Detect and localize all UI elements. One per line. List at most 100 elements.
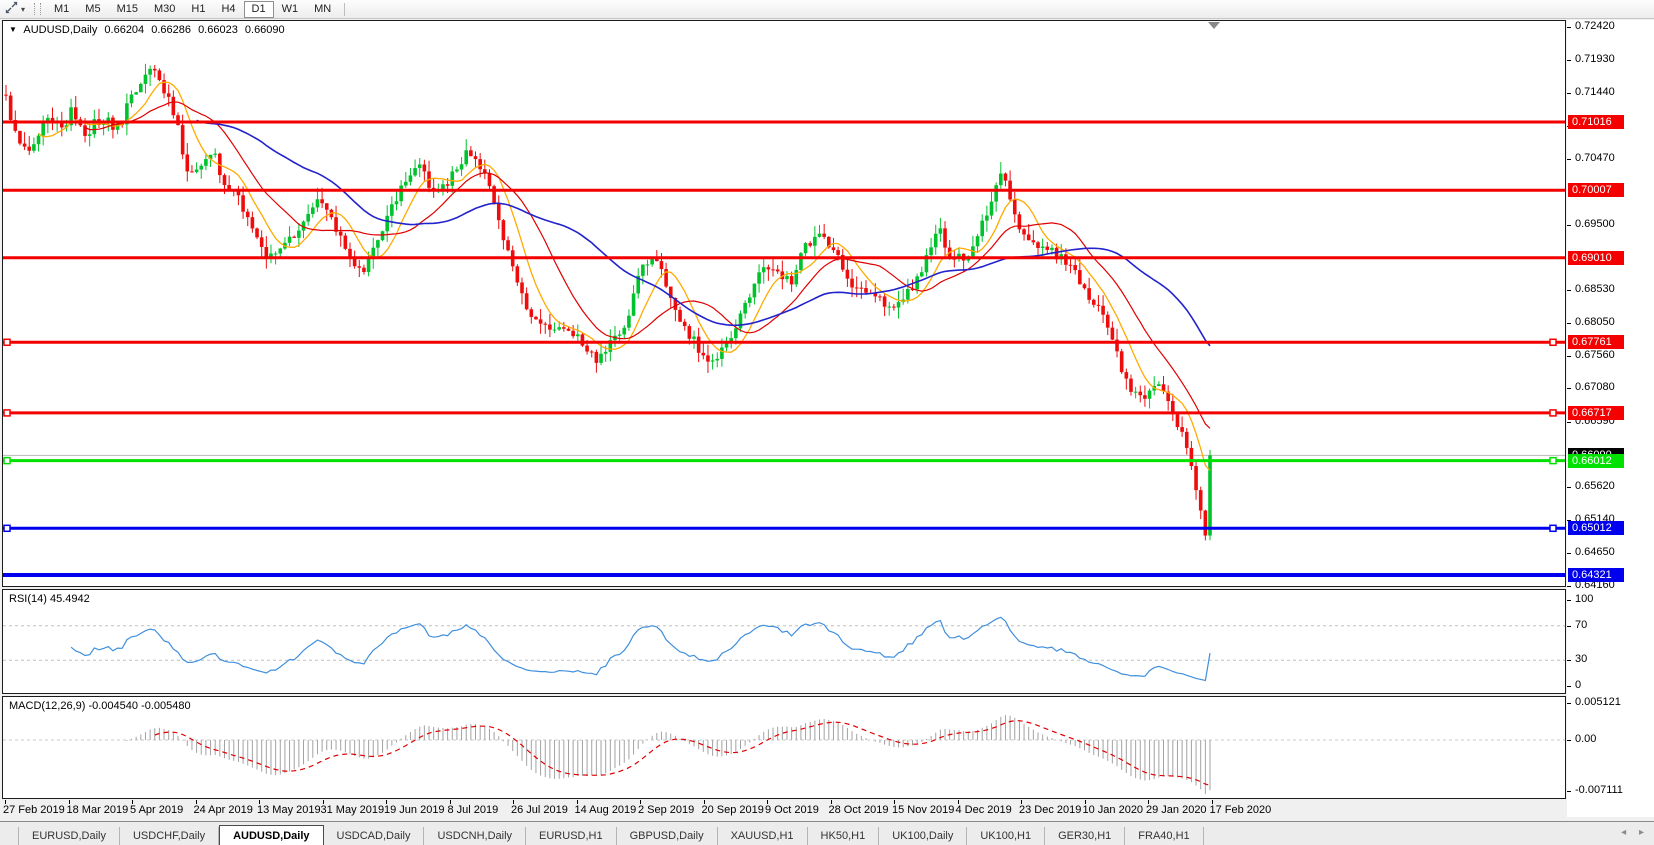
chart-tab-usdcad-daily[interactable]: USDCAD,Daily — [324, 827, 425, 845]
axis-tick-mark — [1567, 600, 1571, 601]
chart-tab-ger30-h1[interactable]: GER30,H1 — [1045, 827, 1126, 845]
line-price-label: 0.70007 — [1568, 183, 1624, 198]
time-tick-label: 4 Dec 2019 — [955, 804, 1012, 816]
time-tick-label: 24 Apr 2019 — [193, 804, 253, 816]
time-tick-mark — [767, 800, 768, 804]
time-tick-mark — [1211, 800, 1213, 804]
time-tick-label: 26 Jul 2019 — [511, 804, 568, 816]
axis-tick-mark — [1567, 487, 1571, 489]
axis-tick-mark — [1567, 27, 1571, 28]
price-tick-label: 0.70470 — [1575, 151, 1615, 164]
price-tick-label: 0.67080 — [1575, 381, 1615, 394]
time-tick-label: 13 May 2019 — [257, 804, 321, 816]
chart-tab-usdcnh-daily[interactable]: USDCNH,Daily — [424, 827, 527, 845]
price-tick-label: 0.71930 — [1575, 53, 1615, 66]
ma-slow-line — [196, 119, 1211, 347]
line-price-label: 0.69010 — [1568, 250, 1624, 265]
line-price-label: 0.66717 — [1568, 405, 1624, 420]
chart-arrows-icon — [4, 0, 19, 18]
time-tick-mark — [259, 800, 260, 804]
chart-tab-xauusd-h1[interactable]: XAUUSD,H1 — [718, 827, 808, 845]
timeframe-buttons: M1 M5 M15 M30 H1 H4 D1 W1 MN — [46, 0, 339, 18]
axis-tick-mark — [1567, 421, 1571, 423]
axis-tick-mark — [1567, 60, 1571, 62]
timeframe-button-h1[interactable]: H1 — [191, 2, 206, 15]
axis-tick-mark — [1567, 355, 1571, 357]
ohlc-open: 0.66204 — [104, 24, 145, 36]
rsi-line — [70, 616, 1211, 682]
chart-shift-marker[interactable] — [1208, 22, 1220, 29]
time-tick-mark — [449, 800, 451, 804]
time-tick-mark — [1021, 800, 1022, 804]
timeframe-button-mn[interactable]: MN — [314, 2, 332, 15]
axis-tick-mark — [1567, 686, 1571, 687]
timeframe-button-d1[interactable]: D1 — [243, 0, 274, 18]
tab-scroll-right-icon[interactable]: ▸ — [1638, 827, 1644, 838]
toolbar-grip[interactable] — [34, 3, 42, 15]
macd-label: MACD(12,26,9) -0.004540 -0.005480 — [9, 700, 191, 712]
axis-tick-mark — [1567, 290, 1571, 292]
charts-toolbar-button[interactable]: ▾ — [0, 1, 28, 17]
axis-tick-mark — [1567, 552, 1571, 554]
time-tick-mark — [894, 800, 895, 804]
chart-tab-hk50-h1[interactable]: HK50,H1 — [808, 827, 880, 845]
axis-tick-mark — [1567, 660, 1571, 662]
timeframe-button-m30[interactable]: M30 — [153, 2, 176, 15]
rsi-panel[interactable]: RSI(14) 45.4942 — [2, 589, 1566, 694]
time-tick-label: 17 Feb 2020 — [1209, 804, 1272, 816]
time-tick-label: 23 Dec 2019 — [1019, 804, 1082, 816]
time-tick-label: 8 Jul 2019 — [447, 804, 499, 816]
line-price-label: 0.65012 — [1568, 521, 1624, 536]
timeframe-button-w1[interactable]: W1 — [281, 2, 299, 15]
axis-tick-mark — [1567, 703, 1571, 705]
time-tick-mark — [322, 800, 324, 804]
time-tick-label: 9 Oct 2019 — [765, 804, 819, 816]
chart-tab-fra40-h1[interactable]: FRA40,H1 — [1125, 827, 1204, 845]
chart-symbol: AUDUSD,Daily — [23, 24, 98, 36]
line-price-label: 0.67761 — [1568, 335, 1624, 350]
chart-tab-gbpusd-daily[interactable]: GBPUSD,Daily — [617, 827, 718, 845]
tab-scroll-left-icon[interactable]: ◂ — [1621, 827, 1627, 838]
chart-tab-eurusd-h1[interactable]: EURUSD,H1 — [526, 827, 617, 845]
price-axis[interactable]: 0.724200.719300.714400.709600.704700.695… — [1567, 20, 1654, 817]
chart-tabs-bar: EURUSD,Daily USDCHF,Daily AUDUSD,Daily USDC… — [0, 821, 1654, 845]
price-tick-label: 0.64650 — [1575, 545, 1615, 558]
time-tick-mark — [703, 800, 705, 804]
line-price-label: 0.71016 — [1568, 115, 1624, 129]
price-chart-panel[interactable]: ▼ AUDUSD,Daily 0.66204 0.66286 0.66023 0… — [2, 20, 1566, 587]
axis-tick-mark — [1567, 224, 1571, 226]
rsi-tick-label: 0 — [1575, 679, 1582, 691]
time-tick-label: 31 May 2019 — [320, 804, 385, 816]
ohlc-close: 0.66090 — [244, 24, 285, 36]
ma-fast-line — [38, 81, 1211, 471]
time-tick-mark — [957, 800, 959, 804]
chart-tab-uk100-h1[interactable]: UK100,H1 — [967, 827, 1046, 845]
chart-tab-usdchf-daily[interactable]: USDCHF,Daily — [120, 827, 220, 845]
axis-tick-mark — [1567, 740, 1571, 741]
time-tick-label: 15 Nov 2019 — [892, 804, 955, 816]
title-dropdown-icon[interactable]: ▼ — [9, 25, 17, 34]
timeframe-button-h4[interactable]: H4 — [221, 2, 236, 15]
axis-tick-mark — [1567, 388, 1571, 390]
time-tick-label: 14 Aug 2019 — [574, 804, 637, 816]
candlestick-chart[interactable] — [3, 21, 1565, 586]
timeframe-button-m1[interactable]: M1 — [54, 2, 70, 15]
time-tick-mark — [386, 800, 387, 804]
chart-tab-uk100-daily[interactable]: UK100,Daily — [879, 827, 968, 845]
price-tick-label: 0.71440 — [1575, 86, 1615, 99]
time-tick-label: 19 Jun 2019 — [384, 804, 445, 816]
price-tick-label: 0.68050 — [1575, 315, 1615, 328]
timeframe-button-m15[interactable]: M15 — [116, 2, 138, 15]
time-axis[interactable]: 27 Feb 2019 18 Mar 2019 5 Apr 2019 24 Apr 2… — [2, 800, 1566, 818]
price-tick-label: 0.69500 — [1575, 217, 1615, 230]
macd-panel[interactable]: MACD(12,26,9) -0.004540 -0.005480 — [2, 696, 1566, 799]
line-price-label: 0.64321 — [1568, 568, 1624, 583]
time-tick-mark — [132, 800, 133, 804]
macd-chart — [3, 715, 1565, 794]
chart-tab-audusd-daily[interactable]: AUDUSD,Daily — [219, 825, 324, 845]
chart-tab-eurusd-daily[interactable]: EURUSD,Daily — [18, 827, 120, 845]
time-tick-mark — [1084, 800, 1086, 804]
timeframe-button-m5[interactable]: M5 — [85, 2, 101, 15]
ohlc-low: 0.66023 — [198, 24, 238, 36]
